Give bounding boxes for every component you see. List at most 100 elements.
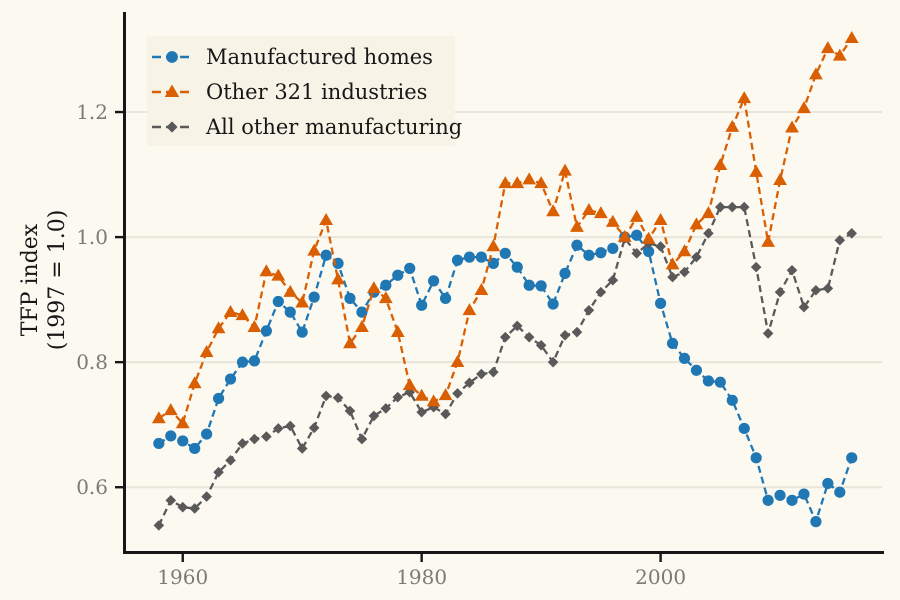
data-point-diamond	[798, 301, 810, 313]
data-point-triangle	[486, 239, 501, 252]
data-point-circle	[810, 516, 822, 528]
legend-item-all-other-manufacturing: All other manufacturing	[152, 115, 462, 139]
data-point-circle	[738, 422, 750, 435]
data-point-triangle	[761, 234, 776, 247]
data-point-diamond	[237, 438, 248, 449]
data-point-circle	[690, 364, 703, 376]
data-point-diamond	[368, 410, 380, 422]
data-point-diamond	[667, 271, 678, 283]
legend-label-other-321-industries: Other 321 industries	[206, 80, 427, 104]
data-point-diamond	[774, 286, 786, 298]
data-point-triangle	[295, 295, 310, 308]
data-point-diamond	[296, 443, 308, 454]
data-point-triangle	[546, 204, 560, 217]
data-point-circle	[236, 356, 249, 368]
data-point-circle	[846, 452, 858, 464]
data-point-diamond	[523, 331, 535, 343]
data-point-circle	[272, 295, 284, 308]
data-point-triangle	[629, 209, 644, 222]
data-point-diamond	[225, 455, 236, 466]
y-axis: 0.6 0.8 1.0 1.2	[76, 100, 123, 499]
data-point-diamond	[607, 274, 619, 286]
data-point-triangle	[402, 378, 417, 391]
data-point-triangle	[164, 84, 180, 98]
data-point-triangle	[307, 243, 322, 256]
data-point-diamond	[249, 433, 260, 445]
data-point-circle	[607, 242, 619, 254]
legend-label-manufactured-homes: Manufactured homes	[206, 45, 433, 69]
data-point-triangle	[641, 231, 656, 244]
data-point-diamond	[655, 241, 666, 252]
data-point-circle	[428, 275, 440, 287]
data-point-triangle	[713, 157, 728, 170]
series-line-manufactured-homes	[158, 233, 853, 525]
data-point-diamond	[165, 495, 177, 506]
y-axis-title-line2: (1997 = 1.0)	[45, 209, 70, 351]
series-manufactured-homes	[153, 229, 858, 528]
y-axis-title: TFP index (1997 = 1.0)	[18, 210, 72, 351]
data-point-triangle	[414, 388, 429, 401]
data-point-circle	[726, 394, 738, 406]
data-point-triangle	[199, 344, 214, 357]
data-point-circle	[571, 239, 583, 251]
data-point-triangle	[665, 257, 680, 270]
data-point-triangle	[844, 31, 859, 44]
data-point-triangle	[701, 206, 716, 219]
data-point-triangle	[223, 304, 238, 317]
data-point-circle	[678, 352, 691, 365]
series-other-321-industries	[151, 31, 859, 429]
data-point-triangle	[558, 163, 572, 176]
data-point-circle	[451, 254, 464, 266]
data-point-triangle	[390, 324, 405, 337]
data-point-triangle	[187, 376, 202, 389]
data-point-circle	[654, 297, 667, 309]
data-point-diamond	[786, 264, 798, 276]
data-point-triangle	[247, 319, 262, 332]
data-point-circle	[535, 280, 547, 292]
data-point-diamond	[822, 283, 834, 294]
data-point-diamond	[476, 368, 487, 380]
data-point-diamond	[535, 339, 547, 351]
data-point-diamond	[308, 422, 320, 434]
data-point-circle	[475, 251, 487, 263]
data-point-diamond	[726, 201, 738, 213]
data-point-circle	[189, 442, 201, 455]
data-point-circle	[392, 269, 404, 281]
data-point-triangle	[617, 229, 632, 242]
data-point-diamond	[691, 251, 702, 263]
data-point-circle	[380, 279, 392, 291]
data-point-diamond	[583, 304, 595, 316]
data-point-circle	[165, 430, 177, 442]
data-point-diamond	[452, 388, 463, 399]
data-point-circle	[201, 428, 213, 440]
data-point-triangle	[749, 164, 764, 177]
data-point-circle	[714, 376, 726, 388]
data-point-diamond	[738, 201, 750, 213]
data-point-triangle	[151, 411, 166, 424]
x-tick-label: 2000	[635, 565, 686, 589]
data-point-diamond	[201, 491, 212, 502]
data-point-diamond	[762, 328, 774, 339]
data-point-diamond	[846, 228, 858, 239]
data-point-triangle	[474, 283, 489, 296]
data-point-circle	[463, 251, 476, 263]
data-point-diamond	[356, 433, 368, 445]
data-point-circle	[523, 279, 535, 291]
data-point-triangle	[259, 264, 274, 277]
data-point-triangle	[653, 213, 668, 226]
data-point-diamond	[177, 501, 189, 513]
data-point-circle	[177, 435, 189, 447]
y-tick-label: 1.0	[76, 225, 108, 249]
y-tick-label: 0.6	[76, 475, 108, 499]
data-point-circle	[643, 245, 655, 258]
data-point-triangle	[343, 336, 357, 349]
data-point-circle	[762, 494, 774, 506]
data-point-diamond	[213, 466, 224, 478]
data-point-circle	[404, 262, 416, 274]
legend-box	[147, 36, 455, 146]
data-point-triangle	[725, 119, 740, 132]
data-point-circle	[798, 488, 810, 500]
data-point-triangle	[605, 214, 620, 227]
data-point-diamond	[189, 503, 200, 514]
